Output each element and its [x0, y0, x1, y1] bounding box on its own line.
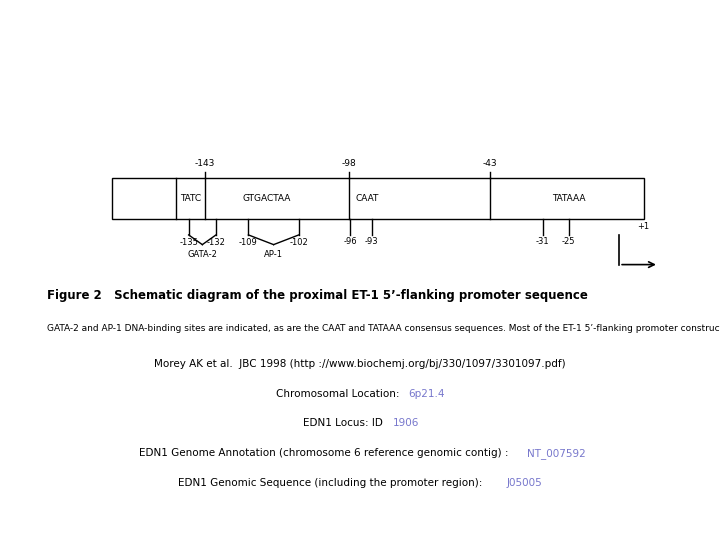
Text: TATC: TATC: [180, 194, 202, 203]
Text: Morey AK et al.  JBC 1998 (http ://www.biochemj.org/bj/330/1097/3301097.pdf): Morey AK et al. JBC 1998 (http ://www.bi…: [154, 359, 566, 369]
Text: Chromosomal Location:: Chromosomal Location:: [276, 389, 403, 399]
Text: -132: -132: [207, 238, 225, 247]
Text: -31: -31: [536, 237, 549, 246]
Text: -98: -98: [342, 159, 356, 168]
Text: TATAAA: TATAAA: [552, 194, 585, 203]
Text: EDN1 Locus: ID 1906: EDN1 Locus: ID 1906: [305, 418, 415, 429]
Text: EDN1 Genomic Sequence (including the promoter region):: EDN1 Genomic Sequence (including the pro…: [178, 478, 485, 488]
Text: -109: -109: [239, 238, 258, 247]
Text: -25: -25: [562, 237, 575, 246]
Text: -43: -43: [482, 159, 497, 168]
Text: J05005: J05005: [506, 478, 542, 488]
Text: EDN1 Genome Annotation (chromosome 6 reference genomic contig) :: EDN1 Genome Annotation (chromosome 6 ref…: [139, 448, 512, 458]
Text: GTGACTAA: GTGACTAA: [242, 194, 291, 203]
Text: -135: -135: [179, 238, 198, 247]
Text: CAAT: CAAT: [356, 194, 379, 203]
Text: NT_007592: NT_007592: [527, 448, 586, 459]
Text: 1906: 1906: [393, 418, 419, 429]
Text: GATA-2 and AP-1 DNA-binding sites are indicated, as are the CAAT and TATAAA cons: GATA-2 and AP-1 DNA-binding sites are in…: [47, 324, 720, 333]
Text: EDN1 Locus: ID: EDN1 Locus: ID: [303, 418, 387, 429]
Text: +1: +1: [637, 222, 649, 231]
Text: -93: -93: [365, 237, 378, 246]
Text: -143: -143: [195, 159, 215, 168]
Text: -102: -102: [289, 238, 308, 247]
Text: Chromosomal Location: 6p21.4: Chromosomal Location: 6p21.4: [279, 389, 441, 399]
Text: Figure 2   Schematic diagram of the proximal ET-1 5’-flanking promoter sequence: Figure 2 Schematic diagram of the proxim…: [47, 289, 588, 302]
Text: GATA-2: GATA-2: [187, 250, 217, 259]
Text: AP-1: AP-1: [264, 250, 283, 259]
Text: 6p21.4: 6p21.4: [408, 389, 444, 399]
Text: EDN1 Genomic Sequence (including the promoter region): J05005: EDN1 Genomic Sequence (including the pro…: [189, 478, 531, 488]
Text: EDN1 Genome Annotation (chromosome 6 reference genomic contig) : NT_007592: EDN1 Genome Annotation (chromosome 6 ref…: [144, 448, 576, 459]
Bar: [112, 178, 644, 219]
Text: -96: -96: [343, 237, 356, 246]
